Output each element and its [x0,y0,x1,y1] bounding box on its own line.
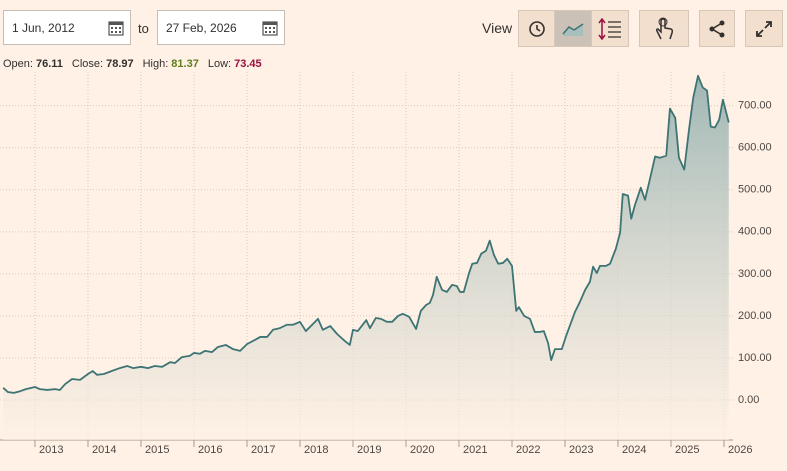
summary-value: 81.37 [171,58,199,70]
area-fill [3,75,729,440]
end-date: 27 Feb, 2026 [166,21,237,35]
share-icon [709,20,725,37]
summary-label: Open: [3,58,33,70]
summary-label: Close: [71,58,104,70]
x-tick-label: 2026 [728,444,752,456]
x-tick-label: 2023 [569,444,593,456]
summary-item: Open: 76.11 [3,58,63,70]
line-chart-button[interactable] [554,10,592,47]
line-icon [562,22,584,36]
y-tick-label: 400.00 [738,226,772,238]
x-tick-label: 2015 [145,444,169,456]
expand-icon [756,20,772,37]
y-tick-label: 0.00 [738,394,759,406]
summary-item: Close: 78.97 [72,58,134,70]
date-separator: to [138,21,149,36]
calendar-icon [262,21,278,36]
y-tick-label: 300.00 [738,268,772,280]
x-tick-label: 2019 [357,444,381,456]
x-tick-label: 2013 [39,444,63,456]
x-tick-label: 2017 [251,444,275,456]
fullscreen-button[interactable] [745,10,783,47]
summary-value: 73.45 [234,58,262,70]
start-date-input[interactable]: 1 Jun, 2012 [3,10,131,45]
hand-icon [655,17,674,39]
x-tick-label: 2025 [675,444,699,456]
time-button[interactable] [518,10,555,47]
summary-label: High: [142,58,169,70]
ohlc-summary: Open: 76.11 Close: 78.97 High: 81.37 Low: 73.45 [3,58,262,70]
y-tick-label: 200.00 [738,310,772,322]
summary-label: Low: [207,58,232,70]
share-button[interactable] [699,10,735,47]
y-tick-label: 500.00 [738,184,772,196]
x-tick-label: 2021 [463,444,487,456]
y-tick-label: 700.00 [738,100,772,112]
scale-icon [598,17,621,40]
view-label: View [482,20,513,36]
end-date-input[interactable]: 27 Feb, 2026 [157,10,285,45]
x-tick-label: 2018 [304,444,328,456]
x-tick-label: 2014 [92,444,116,456]
y-tick-label: 600.00 [738,142,772,154]
summary-item: Low: 73.45 [208,58,262,70]
x-tick-label: 2020 [410,444,434,456]
summary-value: 76.11 [35,58,63,70]
interact-button[interactable] [639,10,689,47]
y-tick-label: 100.00 [738,352,772,364]
clock-icon [528,20,545,37]
x-tick-label: 2022 [516,444,540,456]
summary-item: High: 81.37 [143,58,199,70]
price-line [2,74,730,394]
compare-button[interactable] [591,10,629,47]
x-tick-label: 2024 [622,444,646,456]
calendar-icon [108,21,124,36]
x-tick-label: 2016 [198,444,222,456]
start-date: 1 Jun, 2012 [12,21,75,35]
summary-value: 78.97 [106,58,134,70]
